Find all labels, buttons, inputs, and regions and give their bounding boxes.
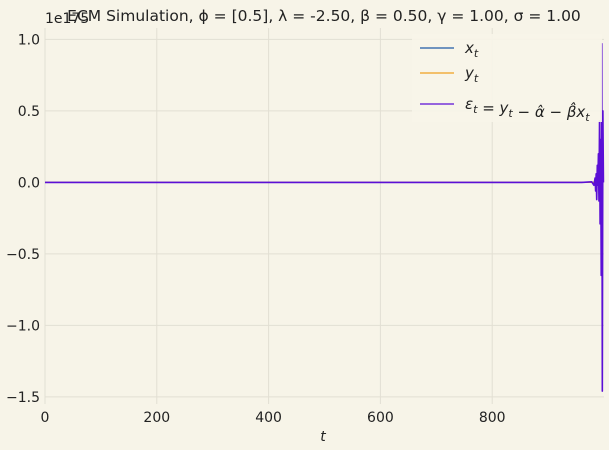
x-tick-label: 200 bbox=[143, 410, 170, 426]
y-tick-label: 0.5 bbox=[18, 104, 40, 120]
y-tick-label: −1.5 bbox=[6, 390, 40, 406]
legend-label-2: yt bbox=[464, 64, 479, 85]
y-tick-label: 0.0 bbox=[18, 175, 40, 191]
x-tick-label: 800 bbox=[479, 410, 506, 426]
y-tick-label: −0.5 bbox=[6, 247, 40, 263]
legend: xt yt εt = yt − α̂ − β̂xt bbox=[412, 34, 602, 124]
legend-label-3: εt = yt − α̂ − β̂xt bbox=[465, 95, 590, 124]
y-offset-label: 1e175 bbox=[45, 11, 89, 27]
ticks-layer: 0 200 400 600 800 −1.5 −1.0 −0.5 0.0 0.5 1.0 bbox=[6, 32, 506, 426]
y-tick-label: −1.0 bbox=[6, 318, 40, 334]
legend-label-1: xt bbox=[464, 39, 479, 60]
chart-title: ECM Simulation, ϕ = [0.5], λ = -2.50, β … bbox=[67, 7, 581, 25]
y-tick-label: 1.0 bbox=[18, 32, 40, 48]
x-tick-label: 0 bbox=[41, 410, 50, 426]
legend-background bbox=[412, 34, 602, 122]
x-tick-label: 600 bbox=[367, 410, 394, 426]
x-tick-label: 400 bbox=[255, 410, 282, 426]
x-axis-label: t bbox=[320, 429, 326, 445]
